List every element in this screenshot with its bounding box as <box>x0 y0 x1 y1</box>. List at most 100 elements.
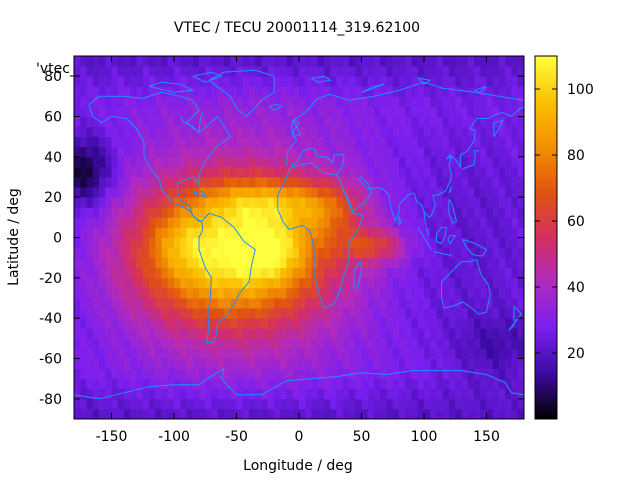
heatmap-cell <box>449 257 456 269</box>
heatmap-cell <box>336 126 344 138</box>
heatmap-cell <box>442 146 450 158</box>
heatmap-cell <box>211 177 219 188</box>
heatmap-cell <box>417 308 425 319</box>
heatmap-cell <box>292 146 300 158</box>
heatmap-cell <box>155 86 162 97</box>
heatmap-cell <box>411 227 419 238</box>
heatmap-cell <box>199 348 206 359</box>
heatmap-cell <box>349 328 356 339</box>
heatmap-cell <box>180 177 187 188</box>
heatmap-cell <box>155 247 162 259</box>
heatmap-cell <box>349 86 356 97</box>
heatmap-cell <box>517 227 525 238</box>
y-tick-label: 80 <box>44 69 62 85</box>
heatmap-cell <box>424 106 431 117</box>
heatmap-cell <box>117 197 125 208</box>
heatmap-cell <box>86 257 94 269</box>
heatmap-cell <box>449 126 456 138</box>
heatmap-cell <box>374 267 381 279</box>
heatmap-cell <box>199 287 206 299</box>
heatmap-cell <box>261 166 269 178</box>
heatmap-cell <box>292 287 300 299</box>
heatmap-cell <box>280 408 287 420</box>
heatmap-cell <box>267 106 275 117</box>
heatmap-cell <box>230 106 237 117</box>
heatmap-cell <box>455 308 462 319</box>
heatmap-cell <box>442 298 450 309</box>
heatmap-cell <box>467 328 475 339</box>
heatmap-cell <box>155 156 162 168</box>
heatmap-cell <box>330 358 337 369</box>
heatmap-cell <box>461 177 469 188</box>
heatmap-cell <box>230 146 237 158</box>
heatmap-cell <box>80 156 87 168</box>
heatmap-cell <box>286 227 294 238</box>
heatmap-cell <box>486 166 494 178</box>
heatmap-cell <box>267 368 275 380</box>
heatmap-cell <box>349 247 356 259</box>
heatmap-cell <box>411 187 419 198</box>
heatmap-cell <box>305 86 312 97</box>
heatmap-cell <box>430 237 437 248</box>
heatmap-cell <box>86 166 94 178</box>
heatmap-cell <box>261 146 269 158</box>
heatmap-cell <box>286 378 294 390</box>
heatmap-cell <box>324 66 331 77</box>
heatmap-cell <box>86 207 94 218</box>
heatmap-cell <box>399 56 406 67</box>
heatmap-cell <box>105 328 112 339</box>
heatmap-cell <box>505 217 512 228</box>
heatmap-cell <box>149 227 156 238</box>
heatmap-cell <box>399 257 406 269</box>
heatmap-cell <box>230 368 237 380</box>
heatmap-cell <box>424 96 431 107</box>
heatmap-cell <box>480 338 487 349</box>
heatmap-cell <box>342 277 350 289</box>
heatmap-cell <box>342 217 350 228</box>
heatmap-cell <box>161 76 169 87</box>
heatmap-cell <box>386 277 394 289</box>
heatmap-cell <box>167 348 175 359</box>
heatmap-cell <box>480 187 487 198</box>
heatmap-cell <box>349 267 356 279</box>
heatmap-cell <box>86 368 94 380</box>
heatmap-cell <box>486 277 494 289</box>
heatmap-cell <box>99 358 106 369</box>
heatmap-cell <box>430 348 437 359</box>
heatmap-cell <box>105 358 112 369</box>
heatmap-cell <box>417 338 425 349</box>
y-tick-label: -60 <box>39 352 62 368</box>
heatmap-cell <box>174 76 181 87</box>
heatmap-cell <box>105 378 112 390</box>
heatmap-cell <box>405 247 412 259</box>
heatmap-cell <box>280 318 287 329</box>
heatmap-cell <box>80 368 87 380</box>
heatmap-cell <box>217 287 225 299</box>
heatmap-cell <box>130 66 137 77</box>
heatmap-cell <box>292 247 300 259</box>
heatmap-cell <box>405 116 412 127</box>
heatmap-cell <box>380 156 387 168</box>
heatmap-cell <box>461 166 469 178</box>
heatmap-cell <box>436 398 444 410</box>
heatmap-cell <box>317 338 325 349</box>
heatmap-cell <box>474 287 481 299</box>
heatmap-cell <box>455 66 462 77</box>
heatmap-cell <box>136 177 144 188</box>
heatmap-cell <box>217 378 225 390</box>
heatmap-cell <box>411 368 419 380</box>
heatmap-cell <box>436 388 444 400</box>
heatmap-cell <box>267 277 275 289</box>
heatmap-cell <box>111 368 119 380</box>
heatmap-cell <box>311 338 319 349</box>
heatmap-cell <box>342 388 350 400</box>
heatmap-cell <box>217 56 225 67</box>
heatmap-cell <box>242 368 250 380</box>
heatmap-cell <box>136 197 144 208</box>
heatmap-cell <box>461 308 469 319</box>
heatmap-cell <box>405 126 412 138</box>
heatmap-cell <box>305 66 312 77</box>
heatmap-cell <box>436 126 444 138</box>
heatmap-cell <box>474 358 481 369</box>
heatmap-cell <box>174 358 181 369</box>
